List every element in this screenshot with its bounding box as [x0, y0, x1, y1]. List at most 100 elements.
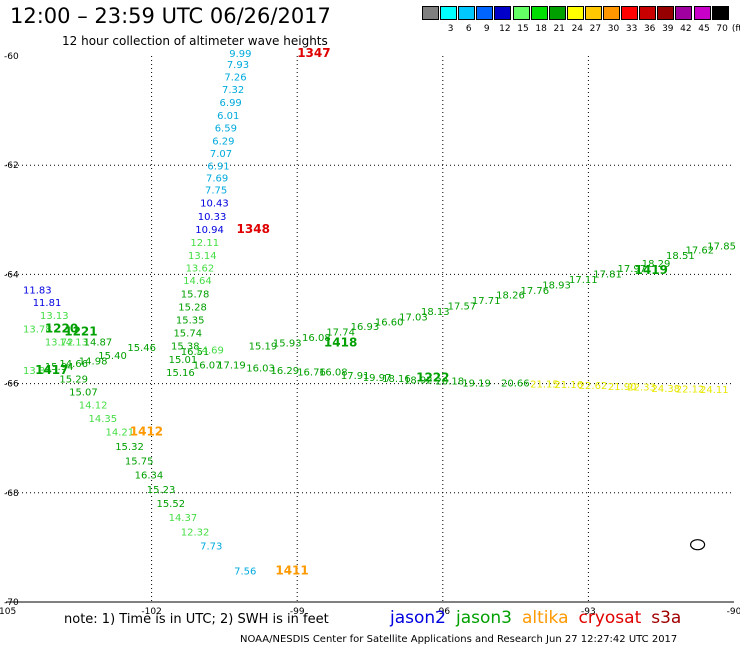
pass-time-label: 1417	[35, 363, 68, 377]
x-tick-label: -102	[141, 607, 161, 617]
wave-height-point: 10.94	[195, 225, 224, 236]
pass-time-label: 1221	[64, 325, 97, 339]
color-swatch-label: 3	[447, 24, 454, 34]
wave-height-point: 15.29	[59, 375, 88, 386]
wave-height-point: 15.23	[147, 485, 176, 496]
pass-time-label: 1348	[237, 222, 270, 236]
wave-height-point: 7.32	[222, 85, 244, 96]
wave-height-point: 13.62	[186, 264, 215, 275]
y-tick-label: -66	[4, 380, 19, 390]
wave-height-point: 16.03	[246, 364, 275, 375]
color-swatch	[458, 6, 476, 20]
wave-height-point: 7.69	[206, 174, 228, 185]
wave-height-point: 14.69	[195, 346, 224, 357]
color-swatch-label: 39	[662, 24, 674, 34]
color-swatch	[566, 6, 584, 20]
wave-height-point: 17.71	[472, 296, 501, 307]
x-tick-label: -90	[727, 607, 740, 617]
color-swatch	[548, 6, 566, 20]
wave-height-point: 17.81	[593, 270, 622, 281]
wave-height-point: 17.62	[685, 246, 714, 257]
wave-height-point: 7.73	[200, 542, 222, 553]
y-tick-label: -70	[4, 598, 19, 608]
wave-height-point: 13.72	[45, 337, 74, 348]
color-swatch-label: 24	[571, 24, 584, 34]
grid-lines	[6, 56, 734, 602]
page-title: 12:00 – 23:59 UTC 06/26/2017	[10, 4, 331, 28]
wave-height-point: 18.26	[496, 290, 525, 301]
wave-height-point: 21.15	[530, 379, 559, 390]
wave-height-point: 7.93	[227, 60, 249, 71]
wave-height-point: 7.07	[210, 149, 232, 160]
wave-height-point: 18.13	[421, 307, 450, 318]
color-swatch-label: 45	[698, 24, 710, 34]
color-swatch-label: 36	[643, 24, 656, 34]
color-swatch	[494, 6, 512, 20]
wave-height-point: 15.46	[127, 343, 156, 354]
color-swatch	[512, 6, 530, 20]
wave-height-point: 16.34	[135, 471, 164, 482]
wave-height-point: 15.93	[273, 338, 302, 349]
wave-height-point: 17.74	[326, 328, 355, 339]
wave-height-point: 10.43	[200, 199, 229, 210]
pass-time-label: 1419	[635, 263, 668, 277]
wave-height-point: 20.18	[436, 377, 465, 388]
tick-labels: -105 -102 -99 -96 -93 -90 -60 -62 -64 -66 -68 -70	[0, 52, 740, 617]
wave-height-point: 18.93	[542, 281, 571, 292]
wave-height-point: 12.11	[190, 238, 219, 249]
unit-label: (ft)	[731, 24, 740, 34]
color-swatch-label: 9	[483, 24, 490, 34]
satellite-legend: jason2 jason3 altika cryosat s3a	[390, 608, 691, 628]
wave-height-point: 14.35	[89, 414, 118, 425]
contour-layer	[689, 539, 706, 551]
wave-height-point: 14.13	[59, 337, 88, 348]
y-tick-label: -60	[4, 52, 19, 62]
color-swatch-label: 21	[553, 24, 565, 34]
wave-height-point: 15.40	[98, 351, 127, 362]
wave-height-point: 15.52	[156, 499, 185, 510]
color-swatch-label: 6	[465, 24, 472, 34]
wave-height-point: 14.37	[169, 513, 198, 524]
wave-height-point: 15.16	[166, 368, 195, 379]
wave-height-point: 24.11	[700, 385, 729, 396]
wave-height-point: 19.97	[363, 373, 392, 384]
pass-time-label: 1418	[324, 335, 357, 349]
wave-height-point: 14.87	[84, 337, 113, 348]
wave-height-point: 14.12	[79, 401, 108, 412]
wave-height-point: 24.38	[651, 384, 680, 395]
wave-height-point: 7.26	[224, 73, 246, 84]
satellite-legend-s3a: s3a	[651, 608, 682, 628]
wave-height-point: 14.98	[79, 356, 108, 367]
wave-height-point: 16.93	[351, 322, 380, 333]
satellite-legend-cryosat: cryosat	[578, 608, 642, 628]
color-swatch	[639, 6, 657, 20]
wave-height-point: 18.92	[404, 376, 433, 387]
wave-height-point: 16.08	[302, 333, 331, 344]
color-swatch	[440, 6, 458, 20]
wave-height-point: 17.76	[520, 286, 549, 297]
x-tick-label: -105	[0, 607, 16, 617]
pass-time-label: 1412	[130, 424, 163, 438]
wave-height-point: 16.60	[375, 318, 404, 329]
wave-height-point: 15.94	[45, 362, 74, 373]
wave-height-point: 15.01	[169, 355, 198, 366]
wave-height-point: 7.75	[205, 186, 227, 197]
wave-height-point: 13.78	[23, 324, 52, 335]
color-swatch-label: 15	[517, 24, 529, 34]
wave-height-point: 17.03	[399, 312, 428, 323]
wave-height-point: 16.08	[319, 367, 348, 378]
wave-height-point: 13.34	[23, 366, 52, 377]
wave-height-point: 22.12	[676, 384, 705, 395]
color-swatch-label: 30	[607, 24, 620, 34]
wave-height-point: 15.35	[176, 316, 205, 327]
color-swatch-label: 33	[625, 24, 638, 34]
wave-height-point: 15.75	[125, 456, 154, 467]
color-swatch	[621, 6, 639, 20]
wave-height-point: 7.56	[234, 567, 256, 578]
ice-contour	[689, 539, 706, 551]
wave-height-point: 21.90	[608, 382, 637, 393]
wave-height-point: 22.62	[579, 381, 608, 392]
wave-height-point: 16.51	[181, 347, 210, 358]
